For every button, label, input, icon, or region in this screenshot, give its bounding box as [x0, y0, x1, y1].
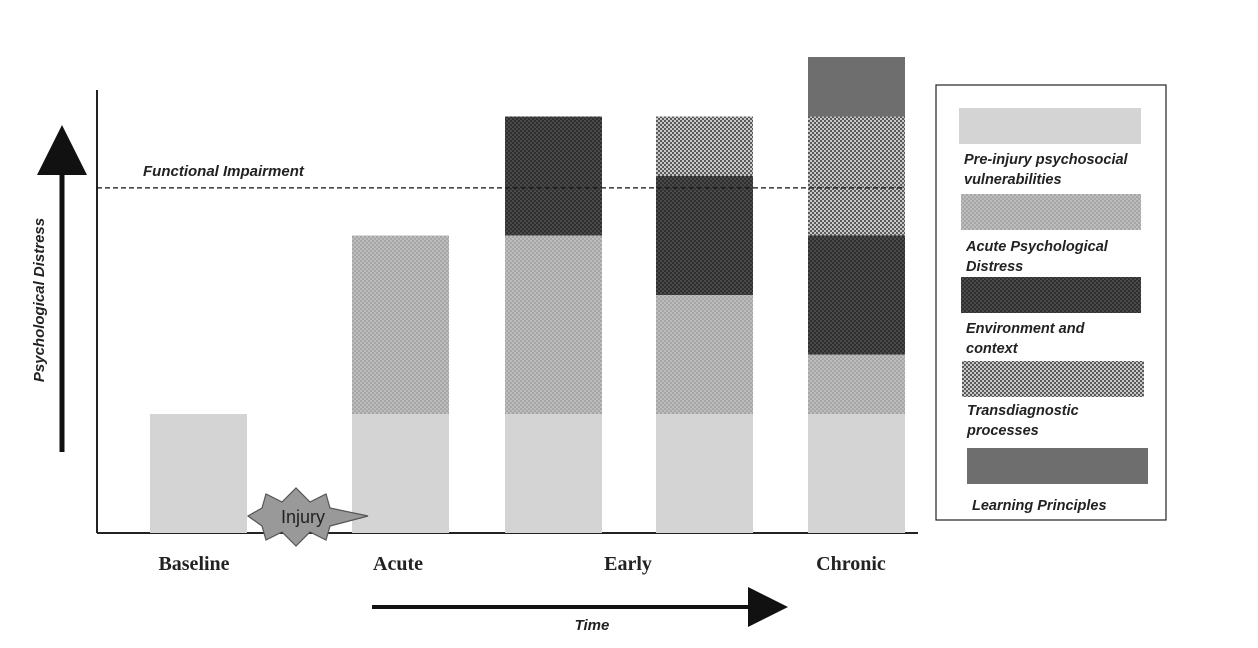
category-label-baseline: Baseline — [158, 553, 229, 575]
bar-segment-early-4-transdiagnostic-processes — [656, 116, 753, 176]
bar-segment-baseline-1-pre-injury-psychosocial-vulnerabilities — [150, 414, 247, 533]
bar-segment-early-4-environment-and-context — [656, 176, 753, 295]
injury-label: Injury — [281, 507, 325, 527]
y-axis-label: Psychological Distress — [31, 218, 48, 382]
bar-segment-early-3-pre-injury-psychosocial-vulnerabilities — [505, 414, 602, 533]
bar-segment-chronic-5-pre-injury-psychosocial-vulnerabilities — [808, 414, 905, 533]
legend-label-pre-injury-psychosocial-vulnerabilities: Pre-injury psychosocial vulnerabilities — [964, 152, 1129, 188]
bar-segment-acute-2-acute-psychological-distress — [352, 235, 449, 414]
legend-swatch-environment-and-context — [961, 277, 1141, 313]
injury-marker: Injury — [246, 487, 369, 547]
legend-label-learning-principles: Learning Principles — [972, 498, 1107, 514]
bar-group — [150, 57, 905, 533]
legend: Pre-injury psychosocial vulnerabilities Ac… — [935, 84, 1167, 521]
category-label-early: Early — [604, 553, 652, 575]
legend-label-environment-and-context: Environment and context — [966, 321, 1086, 357]
bar-segment-chronic-5-acute-psychological-distress — [808, 354, 905, 414]
category-label-acute: Acute — [373, 553, 423, 575]
legend-label-transdiagnostic-processes: Transdiagnostic processes — [966, 403, 1079, 439]
bar-segment-early-4-acute-psychological-distress — [656, 295, 753, 414]
category-labels: Baseline Acute Early Chronic — [158, 553, 886, 575]
bar-segment-early-3-environment-and-context — [505, 116, 602, 236]
legend-label-acute-psychological-distress: Acute Psychological Distress — [965, 239, 1109, 275]
category-label-chronic: Chronic — [816, 553, 886, 575]
bar-segment-chronic-5-learning-principles — [808, 57, 905, 117]
bar-segment-acute-2-pre-injury-psychosocial-vulnerabilities — [352, 414, 449, 533]
bar-segment-chronic-5-environment-and-context — [808, 235, 905, 355]
legend-swatch-transdiagnostic-processes — [962, 361, 1144, 397]
injury-star-shape — [246, 487, 369, 547]
legend-swatch-learning-principles — [967, 448, 1148, 484]
legend-swatch-pre-injury-psychosocial-vulnerabilities — [959, 108, 1141, 144]
bar-segment-early-3-acute-psychological-distress — [505, 235, 602, 414]
x-axis-label: Time — [575, 617, 610, 634]
legend-frame — [935, 84, 1167, 521]
legend-swatch-acute-psychological-distress — [961, 194, 1141, 230]
functional-impairment-label: Functional Impairment — [143, 163, 305, 180]
bar-segment-early-4-pre-injury-psychosocial-vulnerabilities — [656, 414, 753, 533]
bar-segment-chronic-5-transdiagnostic-processes — [808, 116, 905, 236]
